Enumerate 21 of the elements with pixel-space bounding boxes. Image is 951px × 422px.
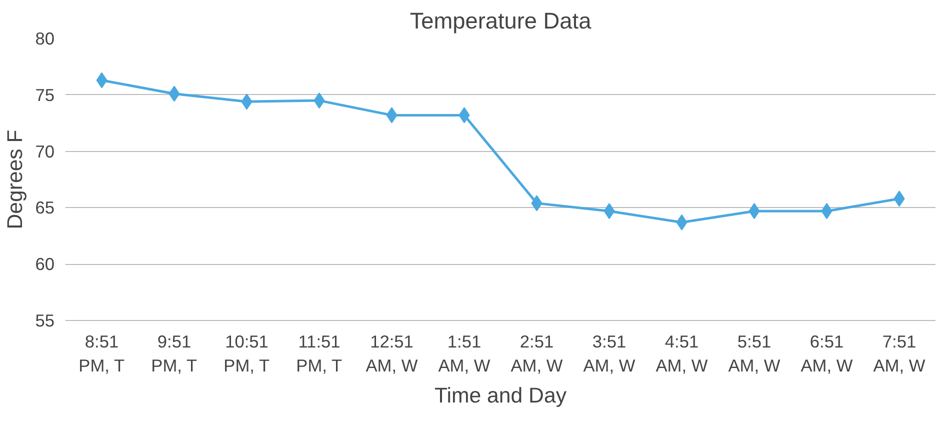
x-tick-label: 6:51 AM, W [800, 332, 854, 376]
x-tick-label: 12:51 AM, W [366, 332, 418, 376]
x-tick-label: 1:51 AM, W [438, 332, 491, 376]
x-tick-label: 10:51 PM, T [224, 332, 270, 376]
x-tick-label: 3:51 AM, W [583, 332, 636, 376]
y-tick-label: 75 [35, 84, 55, 105]
y-tick-label: 80 [35, 28, 55, 48]
x-tick-label: 9:51 PM, T [151, 332, 198, 376]
y-axis-title: Degrees F [3, 130, 28, 230]
x-tick-label: 4:51 AM, W [656, 332, 708, 376]
y-tick-label: 60 [35, 254, 55, 274]
x-tick-label: 5:51 AM, W [728, 332, 781, 376]
x-tick-label: 2:51 AM, W [510, 332, 564, 376]
x-axis-title: Time and Day [434, 384, 567, 408]
x-tick-label: 11:51 PM, T [296, 332, 342, 376]
chart-title: Temperature Data [410, 8, 592, 34]
y-tick-label: 55 [35, 310, 55, 330]
x-tick-label: 7:51 AM, W [873, 332, 926, 376]
y-tick-label: 70 [35, 141, 55, 162]
y-tick-label: 65 [35, 198, 55, 218]
x-tick-label: 8:51 PM, T [78, 332, 125, 376]
